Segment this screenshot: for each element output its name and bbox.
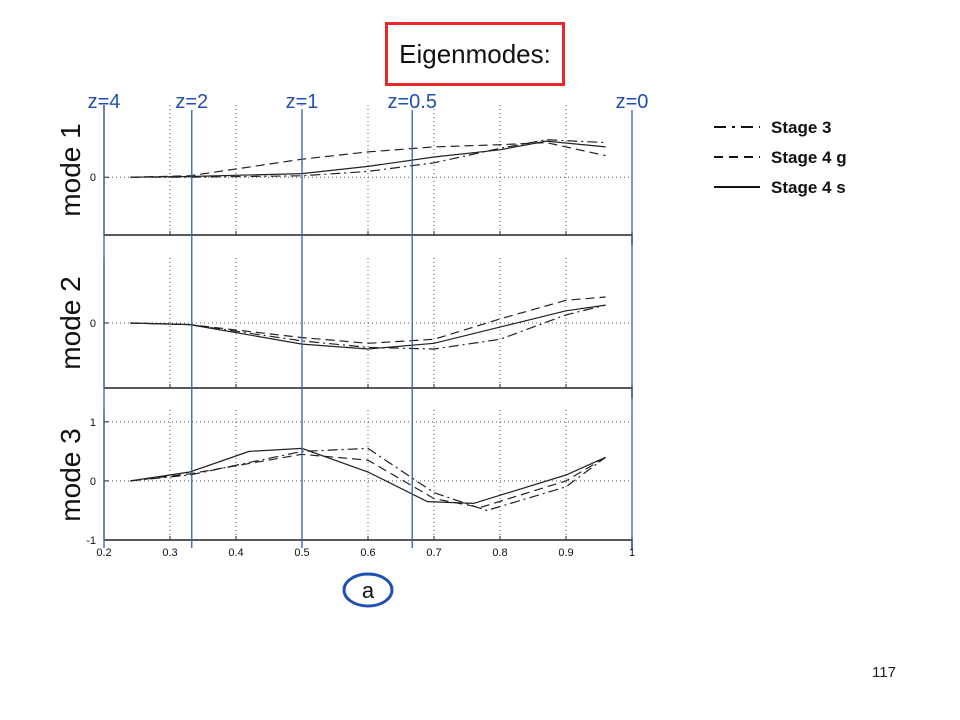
x-tick-label: 1 [629, 547, 635, 559]
x-tick-label: 0.8 [492, 547, 507, 559]
x-tick-label: 0.9 [558, 547, 573, 559]
xlabel-circle [342, 572, 394, 608]
redshift-marker-label: z=2 [175, 91, 208, 113]
slide-title: Eigenmodes: [399, 38, 551, 69]
y-tick-label: 0 [90, 318, 96, 330]
legend-label: Stage 4 g [771, 148, 847, 167]
x-axis-layer: 0.2 0.3 0.4 0.5 0.6 0.7 0.8 0.9 1 a [96, 547, 635, 608]
x-tick-label: 0.2 [96, 547, 111, 559]
panel-label: mode 3 [55, 428, 86, 521]
legend-layer: Stage 3 Stage 4 g Stage 4 s [714, 118, 847, 197]
x-axis-label: a [362, 578, 375, 603]
y-tick-label: 1 [90, 417, 96, 429]
page-number: 117 [872, 664, 896, 681]
redshift-marker-label: z=1 [286, 91, 319, 113]
series-line-solid [130, 140, 606, 178]
y-tick-label: 0 [90, 172, 96, 184]
x-tick-label: 0.5 [294, 547, 309, 559]
x-tick-label: 0.4 [228, 547, 243, 559]
redshift-markers-layer: z=4 z=2 z=1 z=0.5 z=0 [88, 91, 649, 548]
x-tick-label: 0.7 [426, 547, 441, 559]
series-line-solid [130, 447, 606, 505]
title-box: Eigenmodes: [385, 22, 565, 86]
series-line-dashed [130, 296, 606, 344]
series-line-dashdot [130, 447, 606, 512]
x-tick-label: 0.3 [162, 547, 177, 559]
panel-label: mode 1 [55, 123, 86, 216]
x-tick-label: 0.6 [360, 547, 375, 559]
y-tick-label: 0 [90, 476, 96, 488]
redshift-marker-label: z=4 [88, 91, 121, 113]
redshift-marker-label: z=0.5 [387, 91, 436, 113]
panel-1: 0 mode 1 [55, 105, 633, 245]
redshift-marker-label: z=0 [616, 91, 649, 113]
series-line-dashed [130, 453, 606, 509]
series-line-dashed [130, 141, 606, 178]
panel-3: 1 0 -1 mode 3 [55, 410, 633, 550]
panel-label: mode 2 [55, 276, 86, 369]
panels-layer: 0 mode 1 0 mode 2 1 0 -1 mode 3 [55, 105, 633, 550]
legend-label: Stage 3 [771, 118, 831, 137]
legend-label: Stage 4 s [771, 178, 846, 197]
series-line-solid [130, 304, 606, 350]
panel-2: 0 mode 2 [55, 258, 633, 398]
y-tick-label: -1 [86, 535, 96, 547]
